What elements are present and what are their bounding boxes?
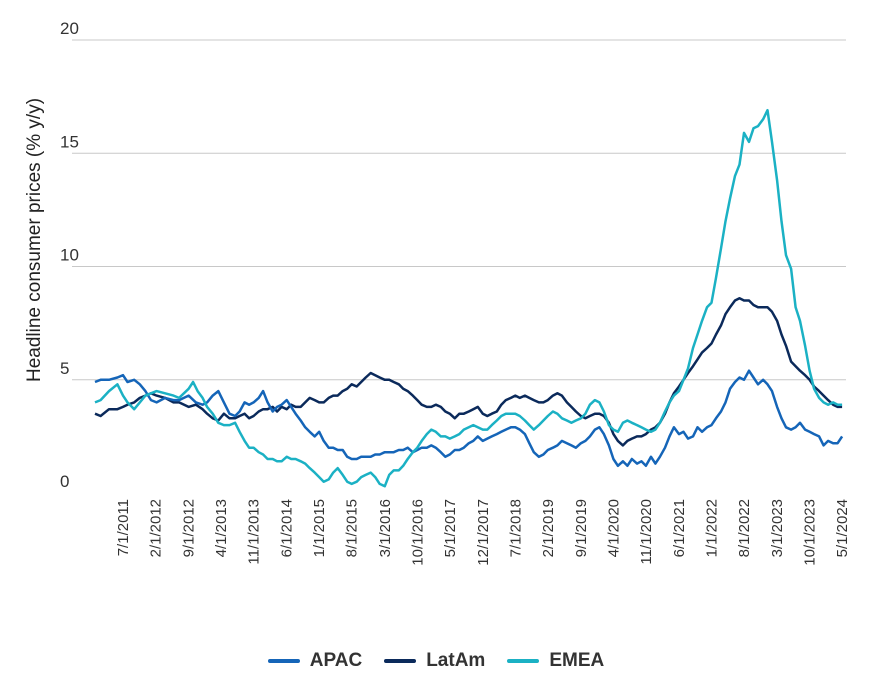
x-tick-label: 9/1/2019 (573, 499, 590, 557)
x-tick-label: 2/1/2019 (540, 499, 557, 557)
legend: APAC LatAm EMEA (0, 650, 872, 672)
x-tick-label: 6/1/2014 (279, 499, 296, 557)
x-tick-label: 8/1/2015 (344, 499, 361, 557)
x-tick-label: 1/1/2022 (703, 499, 720, 557)
x-tick-label: 5/1/2024 (834, 499, 851, 557)
legend-item-emea: EMEA (507, 650, 604, 672)
x-tick-label: 1/1/2015 (311, 499, 328, 557)
y-tick-label: 5 (60, 359, 69, 378)
x-axis-ticks: 7/1/2011 2/1/2012 9/1/2012 4/1/2013 11/1/201… (115, 499, 851, 566)
legend-swatch (507, 659, 540, 663)
series-line-emea (94, 108, 843, 488)
x-tick-label: 4/1/2020 (605, 499, 622, 557)
y-tick-label: 15 (60, 132, 79, 151)
x-tick-label: 7/1/2011 (115, 499, 132, 556)
x-tick-label: 12/1/2017 (475, 499, 492, 566)
y-axis-label: Headline consumer prices (% y/y) (24, 98, 45, 382)
x-tick-label: 4/1/2013 (213, 499, 230, 557)
y-tick-label: 20 (60, 19, 79, 38)
y-axis-ticks: 0 5 10 15 20 (60, 19, 79, 491)
x-tick-label: 10/1/2016 (409, 499, 426, 566)
x-tick-label: 11/1/2013 (246, 499, 263, 565)
legend-label: EMEA (549, 650, 605, 671)
legend-label: LatAm (426, 650, 486, 671)
legend-label: APAC (309, 650, 363, 671)
legend-item-latam: LatAm (384, 650, 485, 672)
x-tick-label: 6/1/2021 (671, 499, 688, 557)
x-tick-label: 8/1/2022 (736, 499, 753, 557)
x-tick-label: 3/1/2023 (769, 499, 786, 557)
legend-item-apac: APAC (267, 650, 363, 672)
series-lines (94, 108, 844, 488)
x-tick-label: 3/1/2016 (377, 499, 394, 557)
x-tick-label: 10/1/2023 (802, 499, 819, 566)
x-tick-label: 11/1/2020 (638, 499, 655, 565)
x-tick-label: 7/1/2018 (507, 499, 524, 557)
legend-swatch (267, 659, 300, 663)
series-line-latam (94, 296, 843, 447)
gridlines (72, 39, 846, 381)
y-tick-label: 0 (60, 472, 69, 491)
x-tick-label: 5/1/2017 (442, 499, 459, 557)
y-tick-label: 10 (60, 246, 79, 265)
legend-swatch (384, 659, 417, 663)
x-tick-label: 2/1/2012 (148, 499, 165, 557)
x-tick-label: 9/1/2012 (181, 499, 198, 557)
series-line-apac (94, 369, 844, 468)
